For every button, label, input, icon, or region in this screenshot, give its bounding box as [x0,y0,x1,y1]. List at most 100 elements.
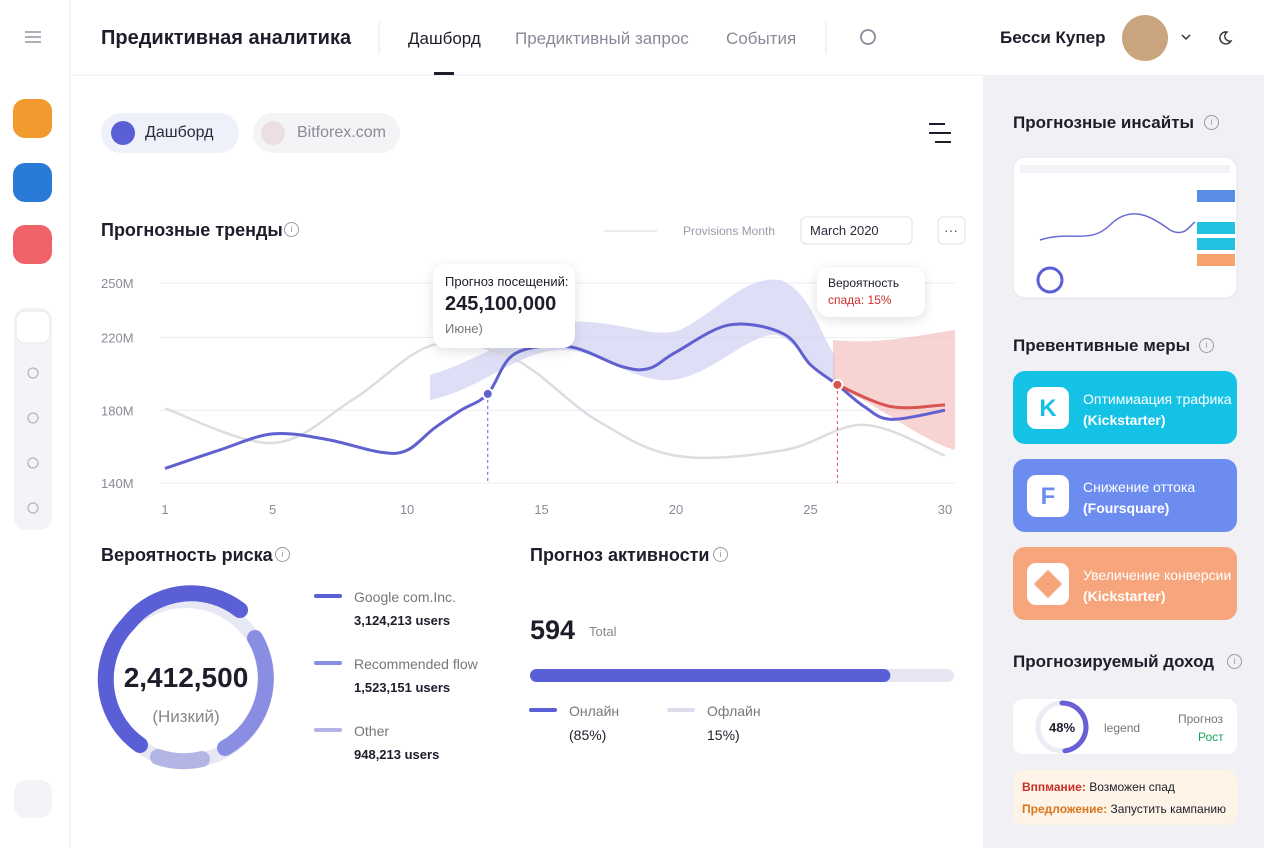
progress-bar [530,669,891,682]
filter-icon[interactable] [929,123,951,143]
y-tick-label: 220M [101,331,134,346]
alert-line: Предложение: Запустить кампанию [1022,802,1226,816]
y-tick-label: 250M [101,276,134,291]
donut-level: (Низкий) [152,707,220,726]
ring-arc [1059,700,1089,754]
income-card [1013,699,1237,754]
legend-share: 15%) [707,727,740,743]
legend-name: Офлайн [707,703,761,719]
section-title: Прогнозные инсайты [1013,113,1195,132]
legend-name: Онлайн [569,703,620,719]
tab-bg[interactable] [101,113,239,153]
confidence-band [430,279,835,400]
avatar[interactable] [1122,15,1168,61]
theme-toggle[interactable] [1219,31,1233,45]
date-picker[interactable] [800,216,913,245]
menu-icon[interactable] [25,31,41,43]
y-tick-label: 140M [101,476,134,491]
legend-name: Google com.Inc. [354,589,456,605]
more-button[interactable] [937,216,966,245]
measure-text: Оптимиаация трафика (Kickstarter) [1083,389,1232,431]
info-icon[interactable]: i [275,547,290,562]
measure-text: Снижение оттока (Foursquare) [1083,477,1195,519]
measure-line: Увеличение конверсии [1083,567,1232,583]
alert-text: Возможен спад [1089,780,1175,794]
alert-card [1013,770,1237,825]
insights-thumbnail[interactable] [1012,156,1238,299]
alert-text: Запустить кампанию [1110,802,1227,816]
info-icon[interactable]: i [284,222,299,237]
donut-arc [150,749,210,770]
income-legend: legend [1104,721,1141,735]
section-title: Вероятность риска [101,545,273,565]
bitcoin-icon[interactable] [13,99,52,138]
legend-name: Other [354,723,390,739]
info-icon[interactable]: i [713,547,728,562]
nav-link[interactable]: События [726,29,797,48]
donut-arc [217,630,274,756]
filter-label: Provisions Month [683,224,776,238]
activity-total: 594 [530,615,576,645]
tab[interactable]: Дашборд [145,124,214,141]
measure-line: (Kickstarter) [1083,412,1166,428]
tooltip-value: 245,100,000 [445,293,557,315]
x-tick-label: 15 [534,502,548,517]
tooltip: Прогноз посещений: 245,100,000 Июне) [433,264,575,348]
measure-card[interactable] [1013,371,1237,444]
chat-icon[interactable] [14,780,52,818]
section-title: Прогнозируемый доход [1013,652,1215,671]
user-name[interactable]: Бесси Купер [1000,28,1106,47]
highlight-point [831,378,844,391]
logo-glyph [1033,569,1063,599]
tab-icon [261,121,285,145]
tooltip-title: Вероятность [828,276,900,290]
income-growth: Рост [1198,730,1224,744]
series-line [836,383,946,410]
info-icon[interactable]: i [1204,115,1219,130]
user-caret[interactable] [1181,34,1191,41]
tab-bg[interactable] [253,113,400,153]
tooltip-note: спада: 15% [828,293,892,307]
tool-icons[interactable] [27,367,39,514]
x-tick-label: 5 [269,502,276,517]
thumbnail-content [1020,165,1235,294]
kickstarter-logo [1027,387,1069,429]
alert-label: Вппмание: [1022,780,1086,794]
foursquare-logo [1027,475,1069,517]
info-icon[interactable]: i [1199,338,1214,353]
nav-link[interactable]: Предиктивный запрос [515,29,689,48]
date-value[interactable]: March 2020 [810,223,879,238]
legend-users: 1,523,151 users [354,680,451,695]
section-title: Прогнозные тренды [101,220,283,240]
search-icon[interactable] [860,29,876,45]
legend-users: 3,124,213 users [354,613,451,628]
app-title: Предиктивная аналитика [101,27,352,49]
x-tick-label: 30 [938,502,952,517]
nav-underline [434,72,454,75]
measure-line: (Foursquare) [1083,500,1170,516]
highlight-point [481,387,494,400]
risk-band [833,330,955,450]
legend-share: (85%) [569,727,607,743]
measure-card[interactable] [1013,547,1237,620]
measure-line: Снижение оттока [1083,479,1196,495]
tooltip: Вероятность спада: 15% [817,267,925,317]
x-tick-label: 10 [400,502,414,517]
tool-group [14,308,52,530]
tool-active[interactable] [15,310,51,344]
alert-line: Вппмание: Возможен спад [1022,780,1175,794]
measure-card[interactable] [1013,459,1237,532]
info-icon[interactable]: i [1227,654,1242,669]
donut-arc [97,585,248,753]
nav-link[interactable]: Дашборд [408,29,481,48]
tab[interactable]: Bitforex.com [297,124,386,141]
more-dots[interactable]: ··· [944,222,958,238]
tooltip-note: Июне) [445,321,483,336]
airbnb-icon[interactable] [13,225,52,264]
intercom-icon[interactable] [13,163,52,202]
y-tick-label: 180M [101,403,134,418]
logo-glyph: F [1041,483,1056,510]
section-title: Превентивные меры [1013,336,1191,355]
measure-text: Увеличение конверсии (Kickstarter) [1083,565,1231,607]
